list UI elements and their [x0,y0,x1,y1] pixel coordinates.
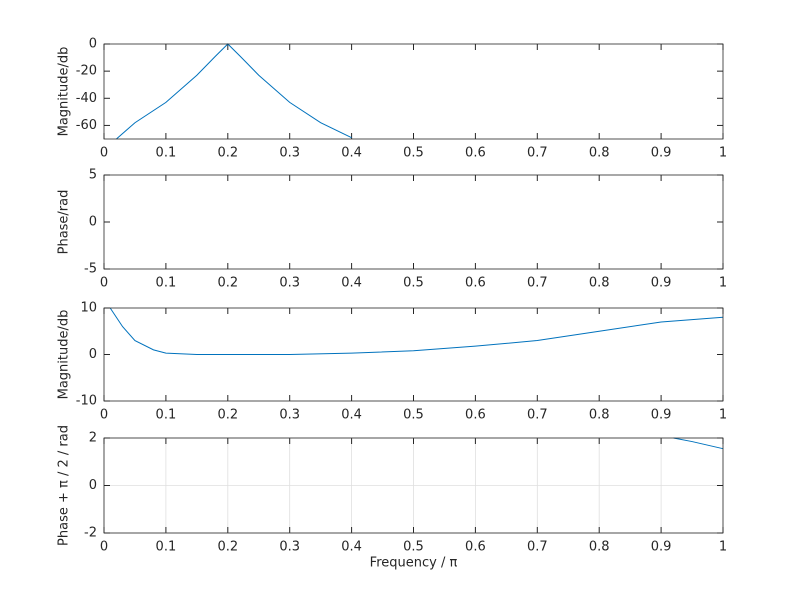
y-tick-label: 0 [89,478,97,493]
x-tick-label: 0.8 [589,540,610,555]
x-tick-label: 0.9 [651,276,672,291]
x-tick-label: 0 [100,146,108,161]
x-tick-label: 0.5 [403,540,424,555]
y-tick-label: 2 [89,431,97,446]
x-tick-label: 1 [719,146,727,161]
x-tick-label: 0.5 [403,276,424,291]
x-tick-label: 0.8 [589,276,610,291]
axes-box [103,174,724,270]
x-tick-label: 0.3 [279,408,300,423]
y-tick-label: -40 [76,91,97,106]
x-tick-label: 0.2 [217,540,238,555]
x-tick-label: 0.7 [527,408,548,423]
x-tick-label: 0.7 [527,146,548,161]
x-tick-label: 0.5 [403,408,424,423]
x-tick-label: 0.4 [341,540,362,555]
y-tick-label: 10 [80,301,97,316]
line-series [109,307,724,355]
x-tick-label: 0 [100,540,108,555]
x-tick-label: 0.3 [279,540,300,555]
x-tick-label: 0 [100,276,108,291]
x-tick-label: 0.2 [217,146,238,161]
x-axis-label: Frequency / π [370,556,458,571]
x-tick-label: 0.5 [403,146,424,161]
axes-background [104,175,723,269]
y-tick-label: 0 [89,215,97,230]
x-tick-label: 0.6 [465,146,486,161]
y-tick-label: 0 [89,347,97,362]
y-axis-label: Magnitude/db [57,47,72,137]
x-tick-label: 1 [719,276,727,291]
x-tick-label: 0.7 [527,276,548,291]
x-tick-label: 0.9 [651,408,672,423]
x-tick-label: 0 [100,408,108,423]
x-tick-label: 0.1 [156,146,177,161]
y-axis-label: Magnitude/db [57,310,72,400]
axes-background [104,44,723,139]
y-tick-label: 0 [89,37,97,52]
axes-box [103,307,724,402]
y-tick-label: -2 [84,526,97,541]
x-tick-label: 0.6 [465,540,486,555]
x-tick-label: 0.7 [527,540,548,555]
x-tick-label: 1 [719,540,727,555]
axes-box [103,43,724,140]
x-tick-label: 0.4 [341,146,362,161]
line-series [673,437,724,450]
x-tick-label: 0.6 [465,276,486,291]
y-tick-label: -5 [84,262,97,277]
x-tick-label: 0.3 [279,276,300,291]
x-tick-label: 0.4 [341,276,362,291]
x-tick-label: 0.9 [651,540,672,555]
axes-box [103,437,724,534]
x-tick-label: 0.4 [341,408,362,423]
x-tick-label: 0.1 [156,540,177,555]
x-tick-label: 0.2 [217,276,238,291]
y-tick-label: -10 [76,394,97,409]
x-tick-label: 0.8 [589,146,610,161]
x-tick-label: 0.8 [589,408,610,423]
x-tick-label: 0.3 [279,146,300,161]
x-tick-label: 0.1 [156,276,177,291]
x-tick-label: 0.2 [217,408,238,423]
y-axis-label: Phase + π / 2 / rad [57,425,72,546]
y-axis-label: Phase/rad [57,190,72,255]
y-tick-label: -60 [76,118,97,133]
x-tick-label: 1 [719,408,727,423]
x-tick-label: 0.9 [651,146,672,161]
y-tick-label: -20 [76,64,97,79]
y-tick-label: 5 [89,168,97,183]
x-tick-label: 0.6 [465,408,486,423]
x-tick-label: 0.1 [156,408,177,423]
